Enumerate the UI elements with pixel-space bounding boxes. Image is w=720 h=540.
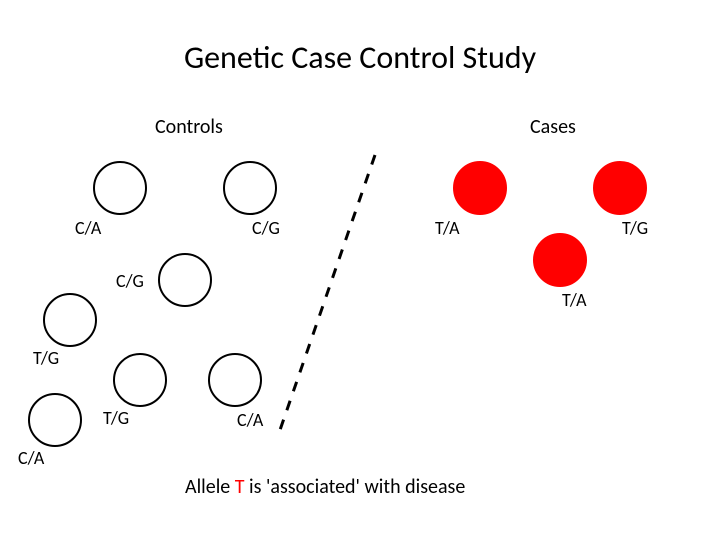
circle-label-case-2: T/G <box>622 217 648 239</box>
circle-label-ctrl-4: T/G <box>33 347 59 369</box>
circle-ctrl-4 <box>43 293 97 347</box>
circle-label-ctrl-3: C/G <box>116 270 144 292</box>
assoc-prefix: Allele <box>185 475 235 499</box>
circle-label-ctrl-1: C/A <box>75 217 101 239</box>
circle-case-1 <box>453 161 507 215</box>
assoc-suffix: is 'associated' with disease <box>245 475 466 499</box>
circle-label-case-1: T/A <box>435 217 460 239</box>
circle-ctrl-5 <box>113 353 167 407</box>
circle-case-2 <box>593 161 647 215</box>
circle-ctrl-7 <box>28 393 82 447</box>
circle-label-ctrl-6: C/A <box>237 409 263 431</box>
circle-case-3 <box>533 233 587 287</box>
circle-label-ctrl-5: T/G <box>103 407 129 429</box>
diagram-stage: Genetic Case Control Study Controls Case… <box>0 0 720 540</box>
divider-line-stroke <box>280 155 375 430</box>
divider-line <box>0 0 720 540</box>
circle-ctrl-1 <box>93 161 147 215</box>
circle-label-case-3: T/A <box>562 289 587 311</box>
circle-label-ctrl-7: C/A <box>18 447 44 469</box>
circle-ctrl-2 <box>223 161 277 215</box>
association-text: Allele T is 'associated' with disease <box>185 475 465 499</box>
circle-ctrl-3 <box>158 253 212 307</box>
assoc-highlight: T <box>235 475 245 499</box>
circle-ctrl-6 <box>208 353 262 407</box>
circle-label-ctrl-2: C/G <box>252 217 280 239</box>
